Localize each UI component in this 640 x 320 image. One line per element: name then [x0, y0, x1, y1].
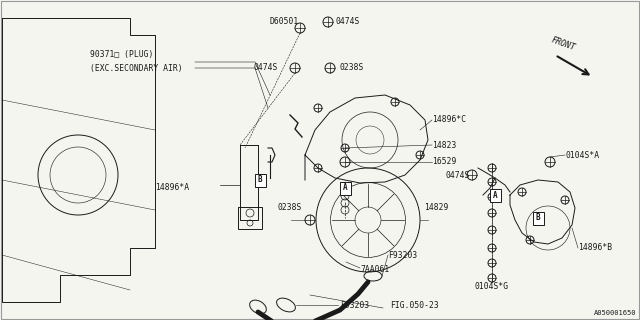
Text: F93203: F93203 — [388, 251, 417, 260]
Text: FRONT: FRONT — [550, 35, 577, 52]
Text: B: B — [258, 175, 262, 185]
Text: A: A — [342, 183, 348, 193]
Bar — [339, 181, 351, 195]
Text: 90371□ (PLUG): 90371□ (PLUG) — [90, 51, 154, 60]
Text: F93203: F93203 — [340, 300, 369, 309]
Bar — [490, 188, 500, 202]
Bar — [238, 207, 262, 229]
Bar — [532, 212, 543, 225]
Text: 0238S: 0238S — [278, 204, 302, 212]
Text: 0474S: 0474S — [335, 18, 360, 27]
Text: D60501: D60501 — [270, 18, 300, 27]
Text: 14823: 14823 — [432, 140, 456, 149]
Text: 0104S*G: 0104S*G — [475, 282, 509, 291]
Text: 0474S: 0474S — [253, 63, 278, 73]
Text: A050001650: A050001650 — [593, 310, 636, 316]
Text: 0238S: 0238S — [340, 63, 364, 73]
Text: FIG.050-23: FIG.050-23 — [390, 300, 439, 309]
Text: 0474S: 0474S — [445, 171, 470, 180]
Text: 14896*A: 14896*A — [155, 183, 189, 193]
Text: 14896*B: 14896*B — [578, 244, 612, 252]
Text: (EXC.SECONDARY AIR): (EXC.SECONDARY AIR) — [90, 63, 182, 73]
Bar — [255, 173, 266, 187]
Text: 14829: 14829 — [424, 204, 449, 212]
Text: B: B — [536, 213, 540, 222]
Text: 7AA061: 7AA061 — [360, 266, 389, 275]
Text: A: A — [493, 190, 497, 199]
Text: 0104S*A: 0104S*A — [565, 150, 599, 159]
Text: 16529: 16529 — [432, 157, 456, 166]
Text: 14896*C: 14896*C — [432, 116, 466, 124]
